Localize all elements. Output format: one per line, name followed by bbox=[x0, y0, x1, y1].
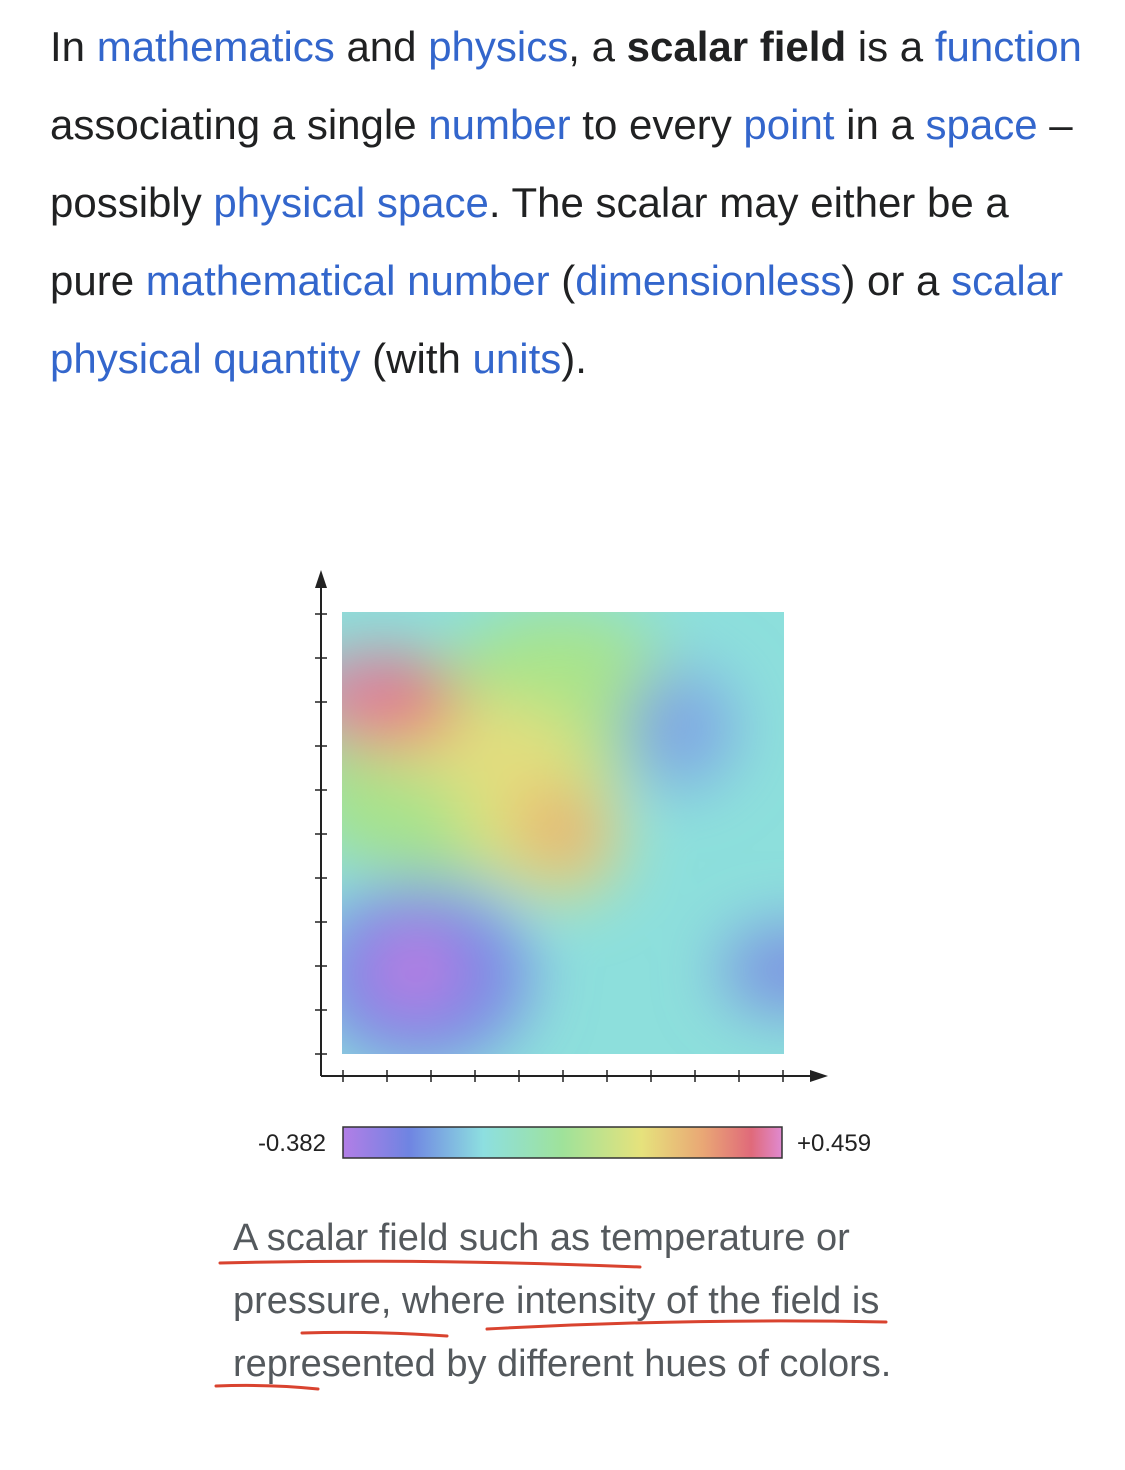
text-run: is a bbox=[846, 23, 935, 70]
article-link[interactable]: function bbox=[934, 23, 1082, 70]
text-run: ( bbox=[549, 257, 576, 304]
heatmap bbox=[342, 612, 784, 1054]
text-run: (with bbox=[360, 335, 473, 382]
article-link[interactable]: point bbox=[743, 101, 835, 148]
text-run: ). bbox=[561, 335, 587, 382]
article-link[interactable]: dimensionless bbox=[575, 257, 842, 304]
text-run: In bbox=[50, 23, 97, 70]
article-link[interactable]: units bbox=[472, 335, 562, 382]
text-run: . The scalar may either be a pure bbox=[50, 179, 1009, 304]
text-run: in a bbox=[834, 101, 926, 148]
article-link[interactable]: space bbox=[925, 101, 1038, 148]
article-link[interactable]: mathematics bbox=[96, 23, 335, 70]
color-scale bbox=[342, 1126, 783, 1159]
article-link[interactable]: scalar physical quantity bbox=[50, 257, 1064, 382]
scale-max-label: +0.459 bbox=[797, 1130, 871, 1157]
text-run: associating a single bbox=[50, 101, 429, 148]
x-axis-arrow bbox=[810, 1070, 828, 1082]
article-paragraph: In mathematics and physics, a scalar fie… bbox=[50, 8, 1085, 398]
article-link[interactable]: physical space bbox=[213, 179, 489, 226]
text-run: , a bbox=[568, 23, 627, 70]
text-run: to every bbox=[570, 101, 744, 148]
article-link[interactable]: mathematical number bbox=[145, 257, 550, 304]
scalar-field-figure: -0.382 +0.459 bbox=[258, 570, 871, 1159]
article-link[interactable]: number bbox=[428, 101, 571, 148]
figure-caption: A scalar field such as temperature or pr… bbox=[233, 1217, 892, 1385]
y-axis-arrow bbox=[315, 570, 327, 588]
scale-min-label: -0.382 bbox=[258, 1130, 326, 1157]
text-run: ) or a bbox=[841, 257, 952, 304]
bold-term: scalar field bbox=[626, 23, 847, 70]
axes bbox=[315, 585, 812, 1082]
text-run: – possibly bbox=[50, 101, 1073, 226]
article-link[interactable]: physics bbox=[428, 23, 569, 70]
text-run: and bbox=[334, 23, 429, 70]
